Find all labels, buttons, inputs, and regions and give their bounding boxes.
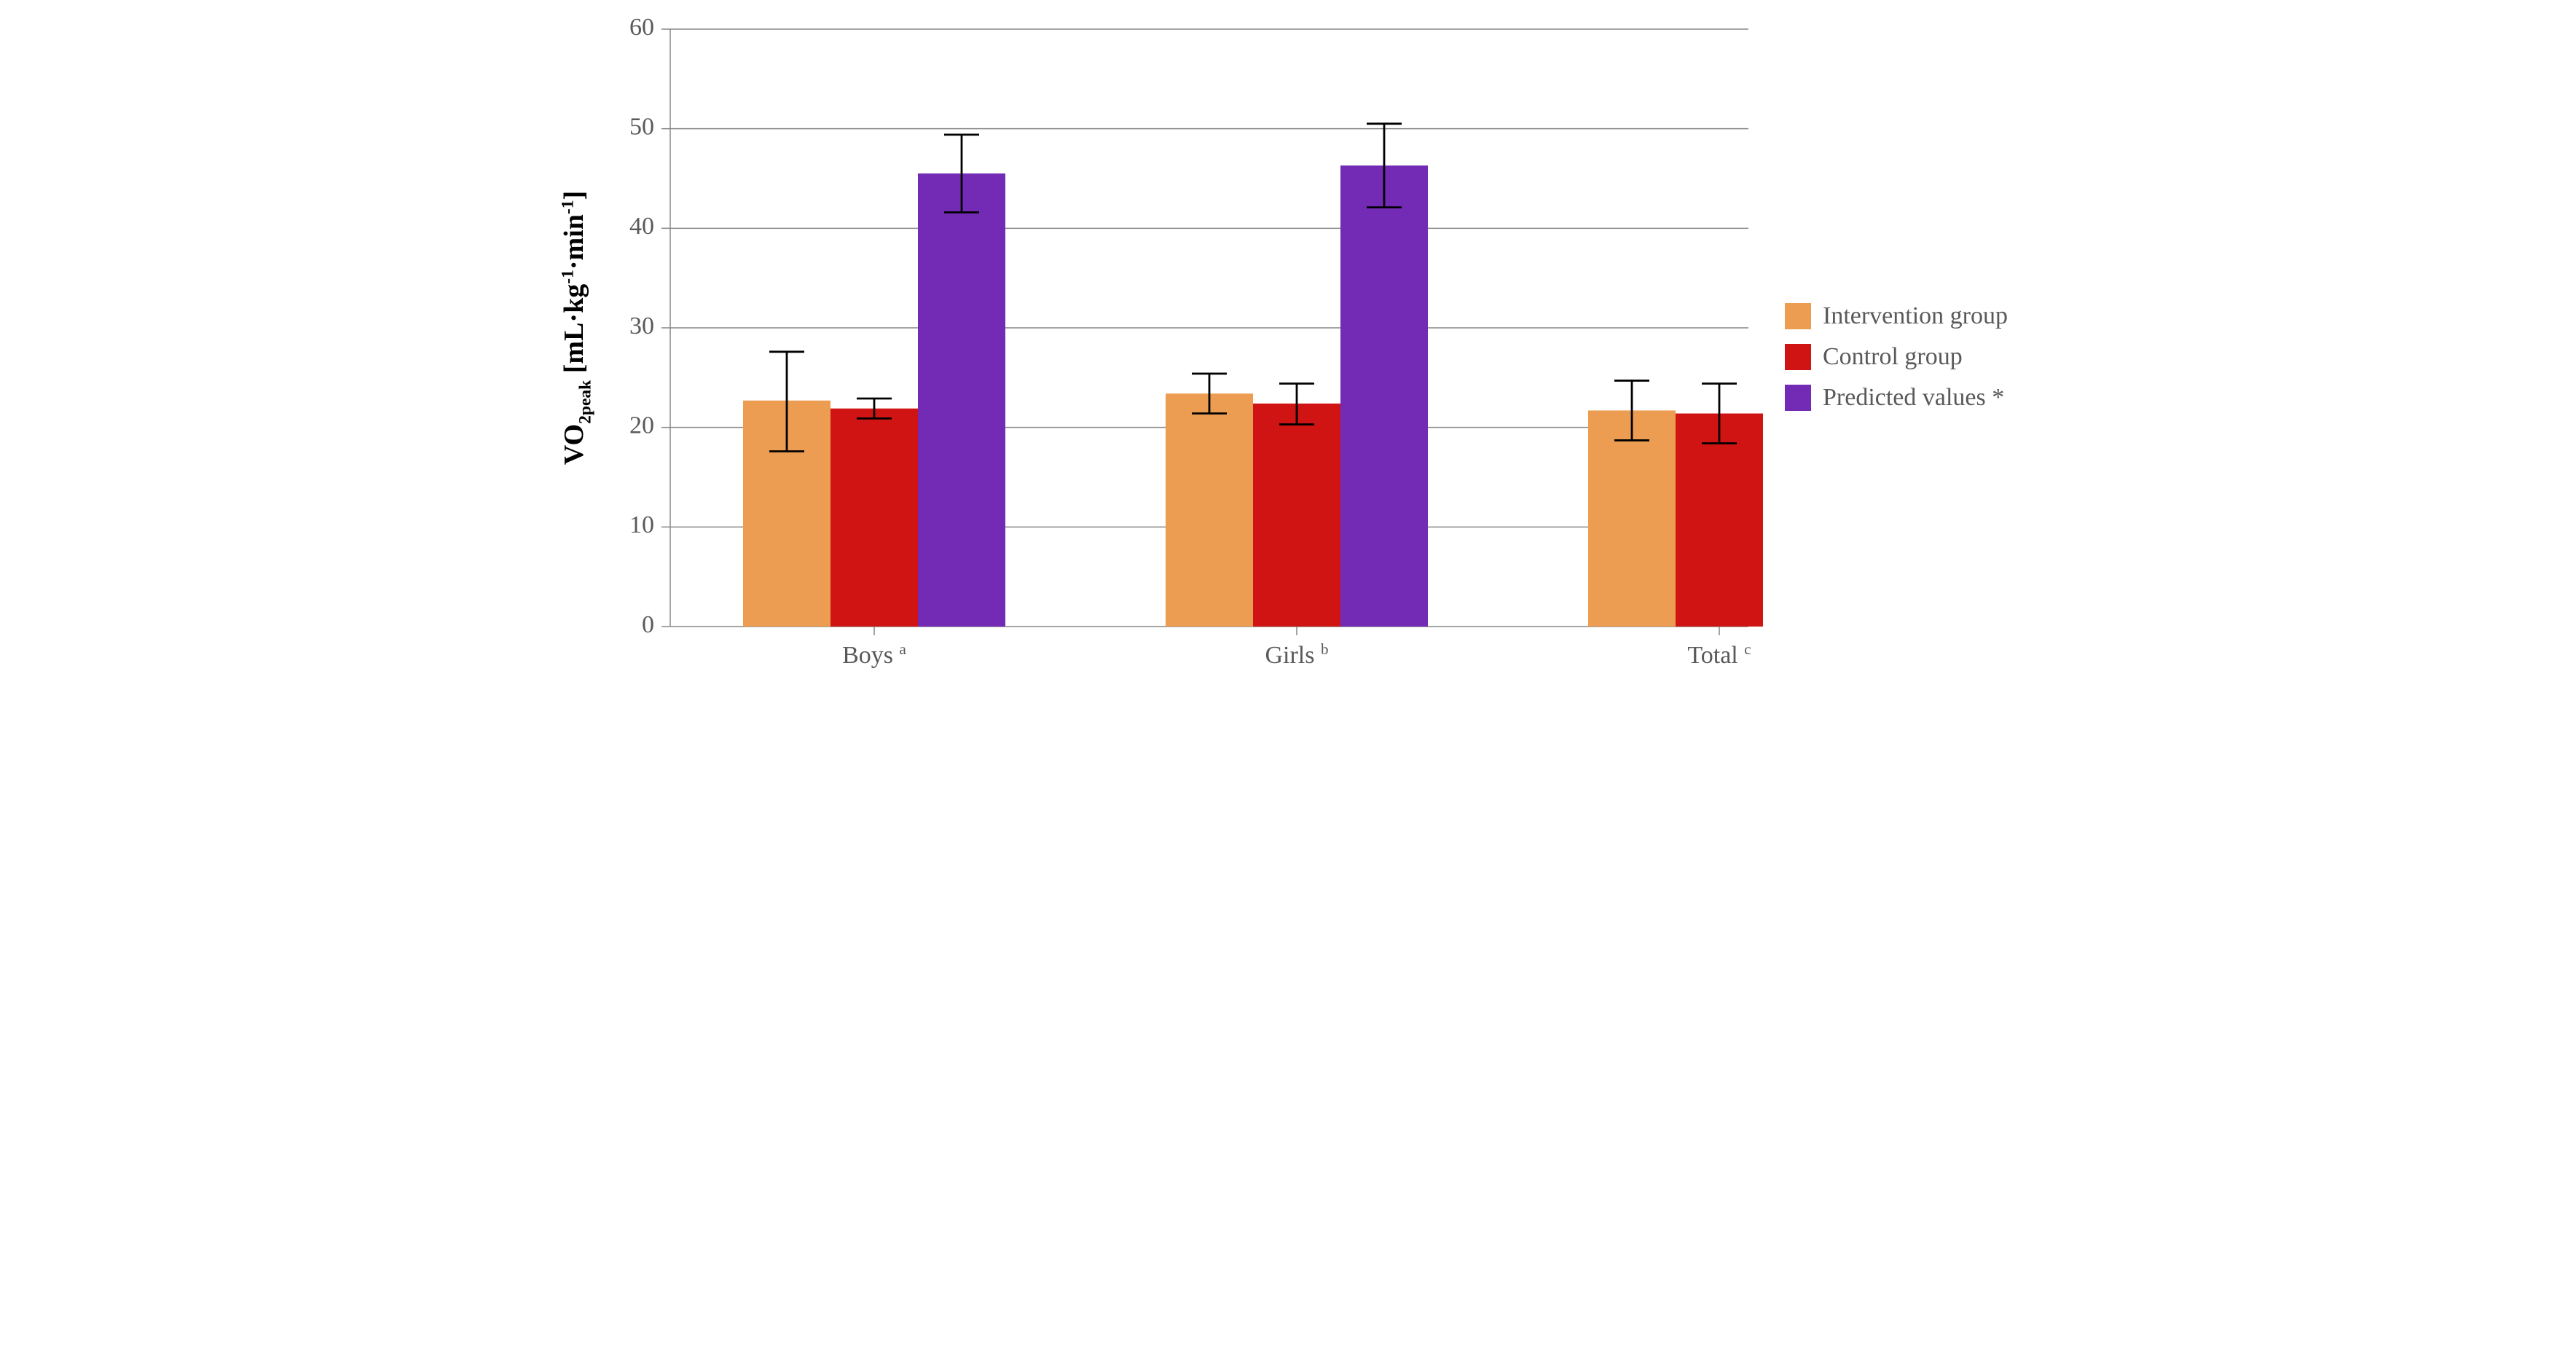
x-tick-label: Girls b	[1265, 640, 1328, 669]
legend-item: Control group	[1785, 343, 2008, 371]
y-tick-label: 10	[629, 511, 654, 538]
legend-label: Control group	[1823, 343, 1963, 371]
y-axis-label: VO2peak [mL·kg-1·min-1]	[559, 191, 595, 465]
legend-swatch	[1785, 344, 1811, 370]
legend-item: Predicted values *	[1785, 384, 2008, 412]
y-tick-label: 20	[629, 412, 654, 439]
legend-item: Intervention group	[1785, 302, 2008, 330]
y-tick-label: 50	[629, 113, 654, 140]
y-tick-label: 60	[629, 15, 654, 41]
legend-label: Intervention group	[1823, 302, 2008, 330]
y-tick-label: 40	[629, 213, 654, 240]
bar	[1676, 414, 1763, 627]
legend: Intervention group Control group Predicted…	[1785, 289, 2008, 425]
y-tick-label: 30	[629, 313, 654, 340]
y-tick-label: 0	[642, 611, 654, 638]
bar	[1166, 393, 1253, 627]
bar-chart: 0 10 20 30 40 50 60 Boys a Girls b Total c VO2peak…	[554, 15, 1763, 699]
x-tick-label: Boys a	[842, 640, 906, 669]
x-tick-label: Total c	[1687, 640, 1751, 669]
bar	[918, 173, 1005, 627]
legend-swatch	[1785, 303, 1811, 329]
chart-container: 0 10 20 30 40 50 60 Boys a Girls b Total c VO2peak…	[0, 0, 2576, 714]
legend-label: Predicted values *	[1823, 384, 2004, 412]
bar	[830, 409, 918, 627]
bar	[1253, 404, 1340, 627]
legend-swatch	[1785, 385, 1811, 411]
bar	[1588, 410, 1676, 627]
bar	[1340, 165, 1428, 627]
